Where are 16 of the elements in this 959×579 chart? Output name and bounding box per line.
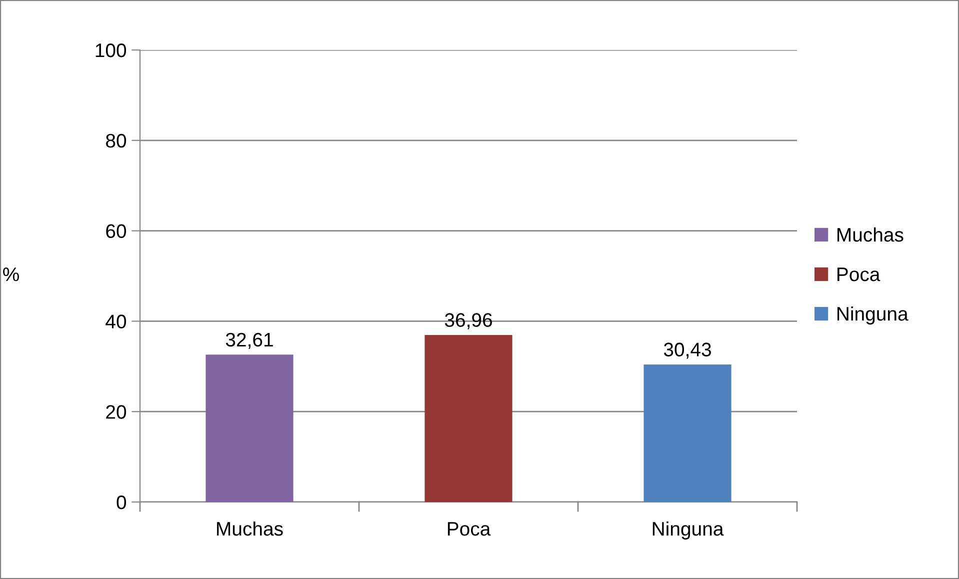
y-axis-title: % xyxy=(3,268,19,282)
legend-label: Ninguna xyxy=(837,306,908,325)
x-tick-label: Muchas xyxy=(217,521,283,536)
data-label: 32,61 xyxy=(226,332,273,349)
y-tick-label: 80 xyxy=(106,134,126,148)
legend-label: Muchas xyxy=(837,227,904,242)
y-tick-label: 60 xyxy=(106,224,126,238)
y-tick-label: 100 xyxy=(96,43,126,58)
data-label: 30,43 xyxy=(664,342,711,359)
y-tick-label: 40 xyxy=(106,314,126,328)
y-tick-label: 0 xyxy=(116,495,126,510)
x-tick-label: Ninguna xyxy=(652,521,724,540)
data-label: 36,96 xyxy=(444,313,492,330)
x-tick-label: Poca xyxy=(448,522,491,536)
legend-label: Poca xyxy=(837,268,880,282)
y-tick-label: 20 xyxy=(106,405,126,419)
